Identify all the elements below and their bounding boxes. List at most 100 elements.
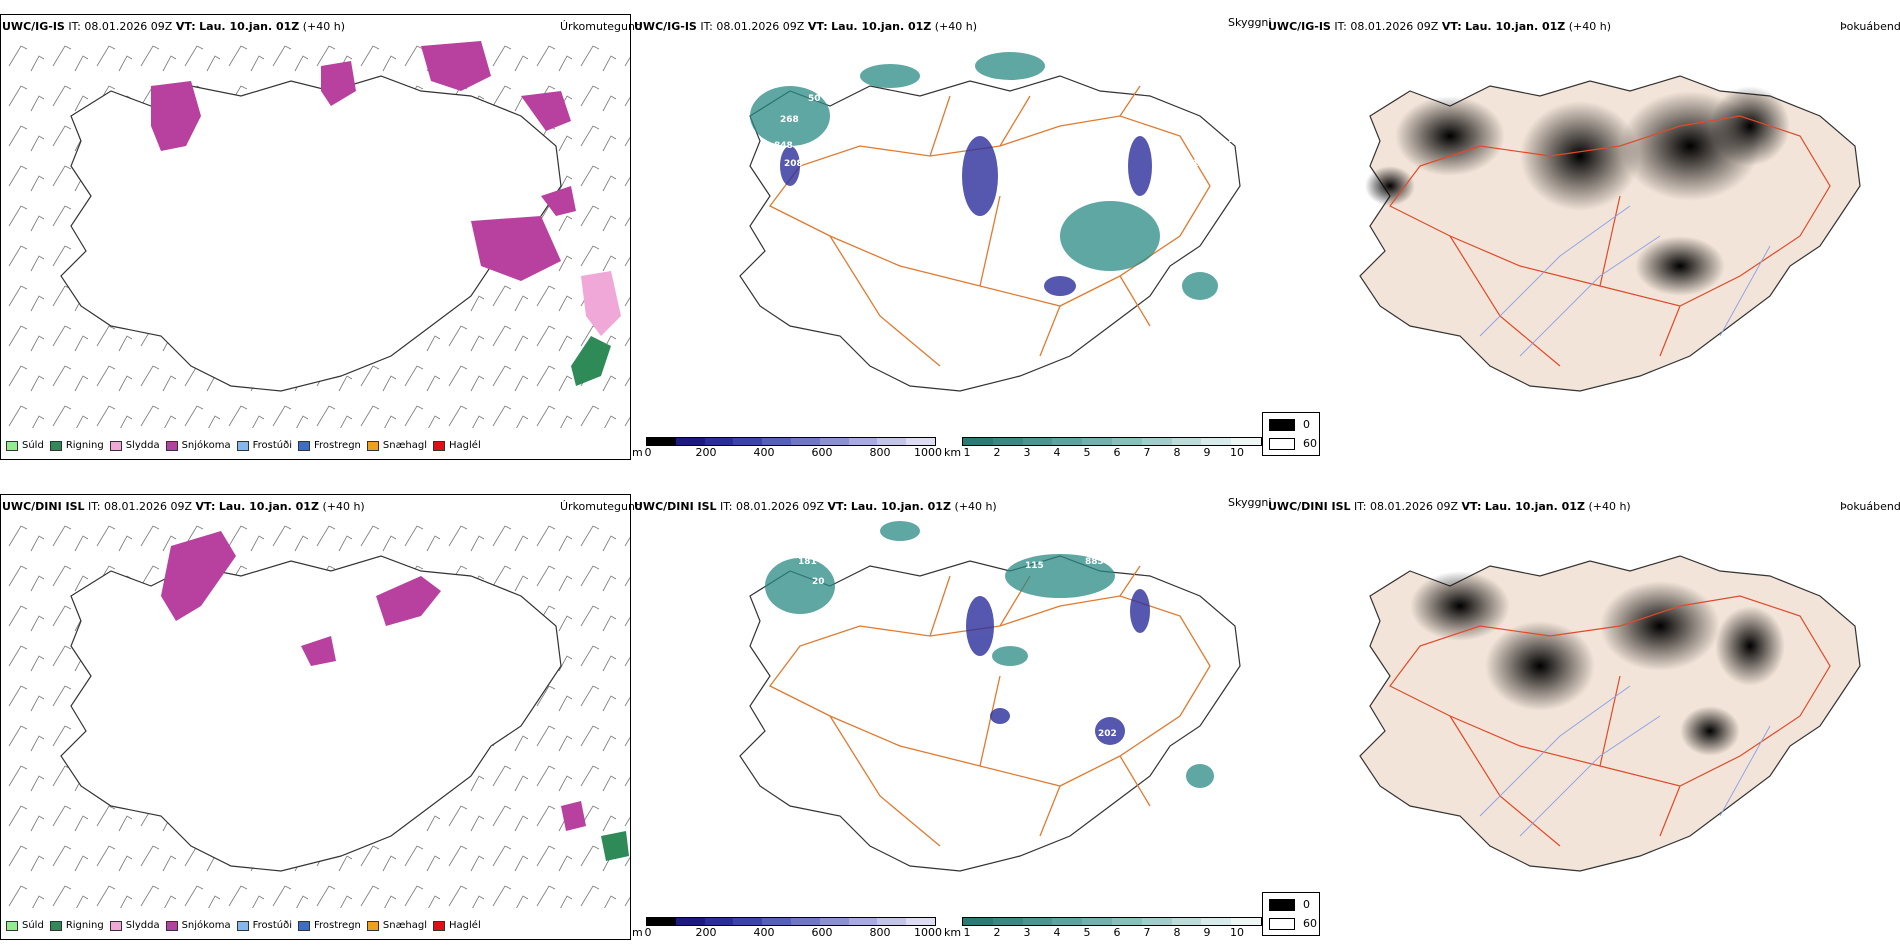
legend-item: Rigning <box>49 920 104 931</box>
legend-swatch <box>165 440 178 451</box>
cloud-panel-title: UWC/IG-IS IT: 08.01.2026 09Z VT: Lau. 10… <box>634 20 978 33</box>
legend-item: Slydda <box>109 440 160 451</box>
legend-swatch <box>366 920 379 931</box>
precip-panel-title: UWC/DINI ISL IT: 08.01.2026 09Z VT: Lau.… <box>2 500 365 513</box>
cloud-map: 50 268 848 208 781 887 933 131 974 120 2… <box>739 51 1251 392</box>
colorbar-tick: 7 <box>1143 926 1151 939</box>
colorbar-tick: 1 <box>963 446 971 459</box>
row-1: UWC/DINI ISL IT: 08.01.2026 09Z VT: Lau.… <box>0 480 1900 950</box>
map-label: 279 <box>1232 331 1251 341</box>
colorbar-tick: 600 <box>811 446 833 459</box>
colorbar-tick: 4 <box>1053 446 1061 459</box>
map-label: 50 <box>808 94 821 104</box>
colorbar-tick: 6 <box>1113 446 1121 459</box>
precip-legend: Súld Rigning Slydda Snjókoma Frostúði Fr… <box>6 440 481 451</box>
visibility-bar <box>962 917 1262 926</box>
colorbar-tick: 6 <box>1113 926 1121 939</box>
cloud-base-bar <box>646 437 936 446</box>
fog-legend-label: 60 <box>1303 437 1317 450</box>
valid-time: Lau. 10.jan. 01Z <box>218 500 319 513</box>
colorbar-tick: 3 <box>1023 926 1031 939</box>
cloud-variable-label: Skyggni <box>1228 16 1272 29</box>
colorbar-tick: 1000 <box>914 926 942 939</box>
lead-time: (+40 h) <box>302 20 346 33</box>
iceland-outline <box>60 75 562 392</box>
lead-time: (+40 h) <box>322 500 365 513</box>
fog-map <box>1359 555 1861 872</box>
colorbar-tick: 400 <box>753 446 775 459</box>
legend-item: Frostúði <box>236 920 292 931</box>
colorbar-tick: 800 <box>869 926 891 939</box>
colorbar-tick: 10 <box>1230 926 1244 939</box>
fog-variable-label: Þokuábendi <box>1840 500 1900 513</box>
map-label: 933 <box>1228 135 1247 145</box>
fog-panel-title: UWC/DINI ISL IT: 08.01.2026 09Z VT: Lau.… <box>1268 500 1631 513</box>
legend-item: Snjókoma <box>165 920 231 931</box>
model-name: UWC/DINI ISL <box>2 500 85 513</box>
cloud-panel-title: UWC/DINI ISL IT: 08.01.2026 09Z VT: Lau.… <box>634 500 997 513</box>
fog-variable-label: Þokuábendi <box>1840 20 1900 33</box>
legend-swatch <box>6 920 18 931</box>
init-time: 08.01.2026 09Z <box>104 500 193 513</box>
cloud-base-colorbar: m 0 200 400 600 800 1000 <box>632 917 942 941</box>
colorbar-tick: 200 <box>695 446 717 459</box>
colorbar-tick: 8 <box>1173 446 1181 459</box>
fog-panel-title: UWC/IG-IS IT: 08.01.2026 09Z VT: Lau. 10… <box>1268 20 1612 33</box>
fog-legend-swatch <box>1269 899 1295 911</box>
legend-swatch <box>366 440 379 451</box>
legend-item: Frostúði <box>236 440 292 451</box>
map-label: 20 <box>812 577 825 587</box>
colorbar-unit: m <box>632 926 643 939</box>
visibility-colorbar: km 1 2 3 4 5 6 7 8 9 10 <box>944 917 1264 941</box>
precip-panel-title: UWC/IG-IS IT: 08.01.2026 09Z VT: Lau. 10… <box>2 20 346 33</box>
valid-time: Lau. 10.jan. 01Z <box>199 20 300 33</box>
legend-swatch <box>109 440 122 451</box>
map-label: 885 <box>1085 557 1104 567</box>
precip-panel-frame <box>0 494 631 940</box>
colorbar-tick: 9 <box>1203 446 1211 459</box>
colorbar-unit: m <box>632 446 643 459</box>
colorbar-tick: 2 <box>993 446 1001 459</box>
fog-legend: 0 60 <box>1262 412 1320 456</box>
colorbar-tick: 3 <box>1023 446 1031 459</box>
legend-swatch <box>433 440 446 451</box>
colorbar-tick: 2 <box>993 926 1001 939</box>
colorbar-tick: 400 <box>753 926 775 939</box>
legend-swatch <box>49 920 62 931</box>
precip-variable-label: Úrkomutegund <box>560 20 642 33</box>
fog-legend-label: 60 <box>1303 917 1317 930</box>
map-label: 887 <box>1142 81 1161 91</box>
legend-swatch <box>236 920 249 931</box>
map-label: 208 <box>784 159 803 169</box>
colorbar-tick: 200 <box>695 926 717 939</box>
legend-item: Haglél <box>433 920 481 931</box>
map-label: 131 <box>1180 159 1199 169</box>
fog-legend-label: 0 <box>1303 418 1310 431</box>
cloud-base-colorbar: m 0 200 400 600 800 1000 <box>632 437 942 461</box>
precip-variable-label: Úrkomutegund <box>560 500 642 513</box>
fog-legend-swatch <box>1269 419 1295 431</box>
init-time: 08.01.2026 09Z <box>84 20 173 33</box>
colorbar-tick: 1000 <box>914 446 942 459</box>
model-name: UWC/IG-IS <box>2 20 65 33</box>
legend-item: Haglél <box>433 440 481 451</box>
map-label: 781 <box>1098 51 1117 61</box>
precip-map <box>1 36 630 428</box>
legend-item: Frostregn <box>298 440 361 451</box>
fog-legend: 0 60 <box>1262 892 1320 936</box>
map-label: 115 <box>1025 561 1044 571</box>
legend-swatch <box>49 440 62 451</box>
legend-swatch <box>6 440 18 451</box>
legend-item: Súld <box>6 440 44 451</box>
fog-legend-swatch <box>1269 438 1295 450</box>
precip-panel-frame <box>0 14 631 460</box>
legend-item: Slydda <box>109 920 160 931</box>
cloud-map: 946 181 20 885 115 202 <box>739 521 1241 872</box>
map-label: 974 <box>1155 257 1174 267</box>
map-label: 202 <box>1098 729 1117 739</box>
row-0: UWC/IG-IS IT: 08.01.2026 09Z VT: Lau. 10… <box>0 0 1900 470</box>
colorbar-tick: 9 <box>1203 926 1211 939</box>
colorbar-unit: km <box>944 446 962 459</box>
colorbar-tick: 0 <box>644 446 652 459</box>
legend-swatch <box>165 920 178 931</box>
